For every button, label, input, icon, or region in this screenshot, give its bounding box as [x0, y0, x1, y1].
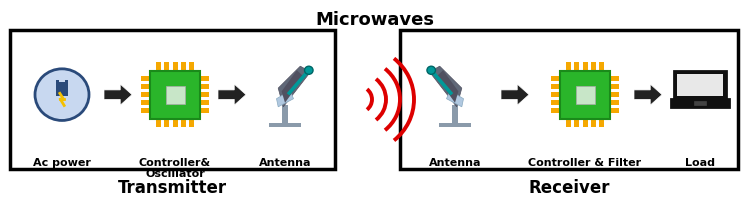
- Bar: [200, 108, 209, 113]
- Bar: [268, 123, 302, 127]
- Bar: [10, 30, 335, 169]
- Bar: [56, 82, 68, 96]
- Bar: [674, 71, 726, 99]
- Bar: [583, 62, 587, 71]
- Bar: [610, 76, 619, 81]
- Text: Controller&
Oscillator: Controller& Oscillator: [139, 158, 211, 179]
- Text: Controller & Filter: Controller & Filter: [529, 158, 641, 168]
- Polygon shape: [218, 84, 246, 105]
- Bar: [141, 76, 150, 81]
- Bar: [156, 119, 160, 127]
- Bar: [591, 62, 596, 71]
- Bar: [181, 62, 186, 71]
- Bar: [671, 99, 728, 107]
- Bar: [574, 62, 579, 71]
- Bar: [141, 100, 150, 105]
- Bar: [591, 119, 596, 127]
- Bar: [189, 62, 194, 71]
- Text: Load: Load: [685, 158, 715, 168]
- Bar: [164, 119, 170, 127]
- Bar: [150, 71, 200, 119]
- Polygon shape: [436, 70, 458, 103]
- Bar: [200, 100, 209, 105]
- Bar: [200, 84, 209, 89]
- Polygon shape: [281, 70, 304, 103]
- Bar: [141, 84, 150, 89]
- Bar: [610, 108, 619, 113]
- Bar: [610, 100, 619, 105]
- Polygon shape: [634, 84, 662, 105]
- Polygon shape: [278, 66, 310, 107]
- Bar: [200, 76, 209, 81]
- Polygon shape: [104, 84, 132, 105]
- Polygon shape: [430, 66, 462, 107]
- Bar: [172, 119, 178, 127]
- Text: Antenna: Antenna: [259, 158, 311, 168]
- Bar: [164, 62, 170, 71]
- Polygon shape: [277, 91, 293, 107]
- Polygon shape: [501, 84, 529, 105]
- Bar: [566, 119, 571, 127]
- Text: Antenna: Antenna: [429, 158, 482, 168]
- Bar: [172, 62, 178, 71]
- Bar: [610, 84, 619, 89]
- Circle shape: [35, 69, 89, 120]
- Bar: [166, 86, 184, 104]
- Bar: [560, 71, 610, 119]
- Bar: [452, 105, 458, 123]
- Text: Microwaves: Microwaves: [316, 11, 434, 28]
- Bar: [400, 30, 738, 169]
- Bar: [141, 108, 150, 113]
- Bar: [65, 80, 68, 88]
- Bar: [200, 92, 209, 97]
- Bar: [694, 101, 706, 105]
- Bar: [439, 123, 471, 127]
- Bar: [189, 119, 194, 127]
- Bar: [181, 119, 186, 127]
- Bar: [56, 80, 58, 88]
- Circle shape: [304, 66, 313, 74]
- Bar: [574, 119, 579, 127]
- Bar: [551, 92, 560, 97]
- Bar: [551, 108, 560, 113]
- Text: Ac power: Ac power: [33, 158, 91, 168]
- Bar: [599, 62, 604, 71]
- Text: Receiver: Receiver: [528, 179, 610, 197]
- Bar: [575, 86, 595, 104]
- Bar: [141, 92, 150, 97]
- Bar: [677, 74, 723, 96]
- Bar: [566, 62, 571, 71]
- Bar: [610, 92, 619, 97]
- Bar: [551, 100, 560, 105]
- Bar: [599, 119, 604, 127]
- Bar: [583, 119, 587, 127]
- Bar: [551, 76, 560, 81]
- Circle shape: [427, 66, 436, 74]
- Text: Transmitter: Transmitter: [118, 179, 227, 197]
- Bar: [156, 62, 160, 71]
- Bar: [551, 84, 560, 89]
- Bar: [283, 105, 287, 123]
- Polygon shape: [446, 91, 464, 107]
